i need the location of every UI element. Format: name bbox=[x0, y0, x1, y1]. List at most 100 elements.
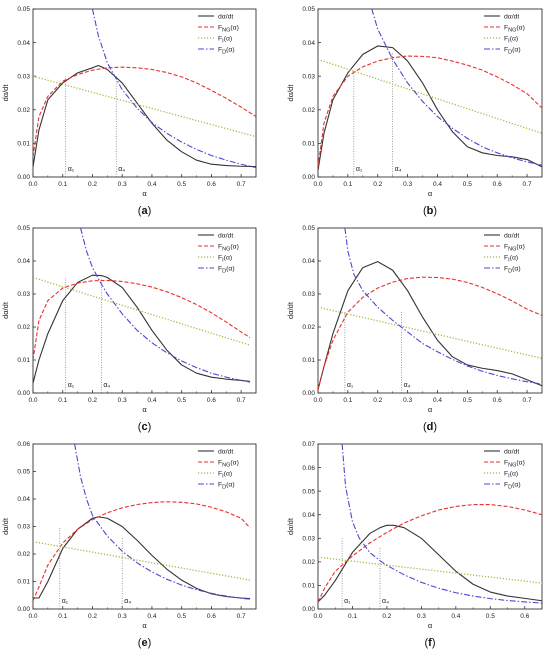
plot-frame bbox=[32, 443, 257, 610]
y-tick-label: 0.00 bbox=[302, 390, 315, 397]
x-tick-label: 0.2 bbox=[88, 397, 97, 404]
series-line-3 bbox=[318, 306, 542, 359]
x-tick-label: 0.0 bbox=[28, 613, 37, 620]
y-tick-label: 0.03 bbox=[17, 291, 30, 298]
x-tick-label: 0.7 bbox=[523, 181, 532, 188]
x-tick-label: 0.2 bbox=[88, 613, 97, 620]
y-tick-label: 0.04 bbox=[302, 512, 315, 519]
alpha-marker-label: α₄ bbox=[103, 382, 110, 389]
legend-label: FD(α) bbox=[504, 481, 521, 490]
y-tick-label: 0.00 bbox=[302, 174, 315, 181]
y-axis-label: dα/dt bbox=[286, 301, 295, 319]
y-tick-label: 0.02 bbox=[17, 551, 30, 558]
y-axis-label: dα/dt bbox=[1, 301, 10, 319]
plot-frame bbox=[32, 227, 257, 394]
x-tick-label: 0.4 bbox=[451, 613, 460, 620]
series-line-2 bbox=[33, 501, 251, 601]
y-tick-label: 0.05 bbox=[17, 469, 30, 476]
x-tick-label: 0.5 bbox=[463, 397, 472, 404]
panel-label: (d) bbox=[423, 421, 437, 433]
legend-label: FI(α) bbox=[218, 470, 232, 479]
x-tick-label: 0.1 bbox=[58, 397, 67, 404]
x-tick-label: 0.7 bbox=[237, 397, 246, 404]
y-tick-label: 0.04 bbox=[17, 40, 30, 47]
legend-label: FD(α) bbox=[504, 46, 521, 55]
x-tick-label: 0.0 bbox=[28, 397, 37, 404]
x-tick-label: 0.6 bbox=[207, 397, 216, 404]
panel-label: (b) bbox=[423, 205, 437, 217]
x-tick-label: 0.5 bbox=[177, 397, 186, 404]
series-line-1 bbox=[33, 274, 251, 384]
series-line-4 bbox=[371, 9, 542, 166]
y-axis-label: dα/dt bbox=[1, 84, 10, 102]
y-tick-label: 0.05 bbox=[302, 225, 315, 232]
x-tick-label: 0.2 bbox=[373, 397, 382, 404]
legend-label: FI(α) bbox=[218, 35, 232, 44]
x-tick-label: 0.1 bbox=[348, 613, 357, 620]
y-tick-label: 0.01 bbox=[17, 357, 30, 364]
legend-label: dα/dt bbox=[504, 13, 519, 20]
series-line-4 bbox=[91, 9, 256, 169]
x-tick-label: 0.1 bbox=[343, 397, 352, 404]
x-tick-label: 0.2 bbox=[373, 181, 382, 188]
x-tick-label: 0.4 bbox=[147, 613, 156, 620]
series-line-3 bbox=[33, 540, 251, 581]
series-line-2 bbox=[33, 279, 251, 361]
y-tick-label: 0.06 bbox=[17, 441, 30, 448]
x-tick-label: 0.5 bbox=[177, 613, 186, 620]
x-tick-label: 0.4 bbox=[433, 397, 442, 404]
x-tick-label: 0.3 bbox=[118, 181, 127, 188]
chart-panel-4: 0.0 0.1 0.2 0.3 0.4 0.5 0.6 0.7 0.00 0.01 0.02 0.03… bbox=[286, 225, 543, 433]
alpha-marker-label: α₄ bbox=[404, 382, 411, 389]
series-line-3 bbox=[318, 58, 542, 134]
legend-label: FD(α) bbox=[504, 265, 521, 274]
y-tick-label: 0.01 bbox=[302, 583, 315, 590]
y-tick-label: 0.05 bbox=[302, 488, 315, 495]
y-axis-label: dα/dt bbox=[286, 84, 295, 102]
y-tick-label: 0.02 bbox=[302, 107, 315, 114]
x-tick-label: 0.3 bbox=[417, 613, 426, 620]
x-tick-label: 0.5 bbox=[486, 613, 495, 620]
series-line-4 bbox=[74, 444, 251, 600]
panel-label: (f) bbox=[424, 637, 435, 649]
x-tick-label: 0.2 bbox=[382, 613, 391, 620]
y-tick-label: 0.03 bbox=[302, 291, 315, 298]
series-line-2 bbox=[318, 55, 542, 167]
y-axis-label: dα/dt bbox=[1, 517, 10, 535]
y-tick-label: 0.01 bbox=[17, 141, 30, 148]
legend-label: FNG(α) bbox=[218, 459, 239, 468]
y-tick-label: 0.01 bbox=[302, 141, 315, 148]
y-tick-label: 0.00 bbox=[302, 606, 315, 613]
legend-label: FI(α) bbox=[504, 35, 518, 44]
x-axis-label: α bbox=[142, 405, 147, 414]
y-axis-label: dα/dt bbox=[286, 517, 295, 535]
legend-label: dα/dt bbox=[218, 232, 233, 239]
series-line-2 bbox=[318, 504, 542, 603]
panel-label: (a) bbox=[138, 205, 151, 217]
y-tick-label: 0.03 bbox=[17, 73, 30, 80]
y-tick-label: 0.05 bbox=[17, 225, 30, 232]
alpha-marker-label: α₁ bbox=[356, 166, 363, 173]
alpha-marker-label: α₄ bbox=[395, 166, 402, 173]
alpha-marker-label: α₄ bbox=[118, 166, 125, 173]
y-tick-label: 0.05 bbox=[17, 6, 30, 13]
x-tick-label: 0.2 bbox=[88, 181, 97, 188]
legend-label: FNG(α) bbox=[218, 243, 239, 252]
y-tick-label: 0.02 bbox=[17, 107, 30, 114]
legend-label: FNG(α) bbox=[504, 24, 525, 33]
y-tick-label: 0.07 bbox=[302, 441, 315, 448]
x-tick-label: 0.6 bbox=[493, 397, 502, 404]
legend-label: FNG(α) bbox=[504, 459, 525, 468]
legend-label: FD(α) bbox=[218, 481, 235, 490]
legend-label: FI(α) bbox=[504, 254, 518, 263]
x-tick-label: 0.4 bbox=[147, 397, 156, 404]
y-tick-label: 0.03 bbox=[302, 535, 315, 542]
series-line-1 bbox=[318, 45, 542, 171]
x-axis-label: α bbox=[142, 621, 147, 630]
alpha-marker-label: α₁ bbox=[62, 598, 69, 605]
legend-label: dα/dt bbox=[218, 13, 233, 20]
series-line-1 bbox=[318, 261, 542, 390]
x-tick-label: 0.0 bbox=[313, 397, 322, 404]
series-line-2 bbox=[318, 276, 542, 390]
